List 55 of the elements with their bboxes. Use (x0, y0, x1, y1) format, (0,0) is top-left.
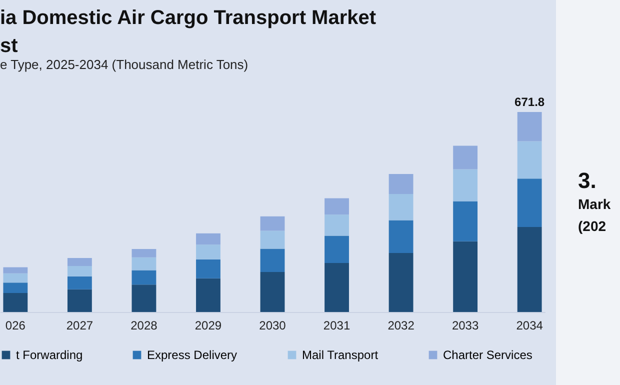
bar (3, 293, 28, 312)
bar (132, 270, 156, 285)
bar (67, 289, 92, 312)
legend-label: Mail Transport (302, 348, 379, 362)
bar (453, 241, 478, 312)
x-tick-label: 2033 (452, 318, 479, 332)
bar (388, 220, 414, 253)
bar (324, 214, 349, 236)
bar (67, 276, 92, 290)
chart-title: ia Domestic Air Cargo Transport Market st (0, 7, 376, 57)
x-tick-label: 2034 (516, 318, 544, 332)
bar (67, 258, 92, 266)
bar (132, 257, 156, 270)
bar (453, 201, 478, 242)
bar (67, 266, 92, 276)
bar (260, 248, 285, 272)
bar (453, 169, 478, 202)
legend-label: t Forwarding (16, 348, 83, 362)
legend-label: Charter Services (443, 348, 532, 362)
bar (3, 267, 28, 274)
bar (388, 194, 414, 220)
bar (388, 253, 414, 312)
x-tick-label: 2029 (194, 318, 222, 332)
bar (324, 198, 349, 215)
x-tick-label: 2028 (130, 318, 158, 332)
bar (196, 259, 220, 278)
x-tick-label: 2030 (259, 318, 286, 332)
x-tick-label: 2031 (323, 318, 350, 332)
x-tick-label: 2027 (66, 318, 94, 332)
bar (260, 230, 285, 249)
bar (132, 284, 156, 312)
bar (324, 263, 349, 312)
bar (260, 272, 285, 312)
x-tick-label: 2032 (388, 318, 415, 332)
bar (517, 112, 542, 142)
text: (202 (578, 218, 606, 234)
bar (3, 282, 28, 293)
bar (517, 178, 542, 227)
annotation: 671.8 (514, 95, 545, 109)
bar (132, 249, 156, 258)
text: 3. (578, 168, 596, 194)
bar (517, 227, 542, 312)
x-tick-label: 026 (5, 318, 26, 332)
bar (3, 273, 28, 283)
legend-label: Express Delivery (147, 348, 238, 362)
bar (196, 233, 220, 245)
bar (324, 236, 349, 263)
text: Mark (578, 196, 611, 212)
bar (388, 174, 414, 194)
bar (260, 216, 285, 231)
bar (196, 244, 220, 260)
bar (453, 146, 478, 170)
chart-subtitle: e Type, 2025-2034 (Thousand Metric Tons) (0, 57, 248, 72)
bar (196, 278, 220, 312)
bar (517, 141, 542, 179)
